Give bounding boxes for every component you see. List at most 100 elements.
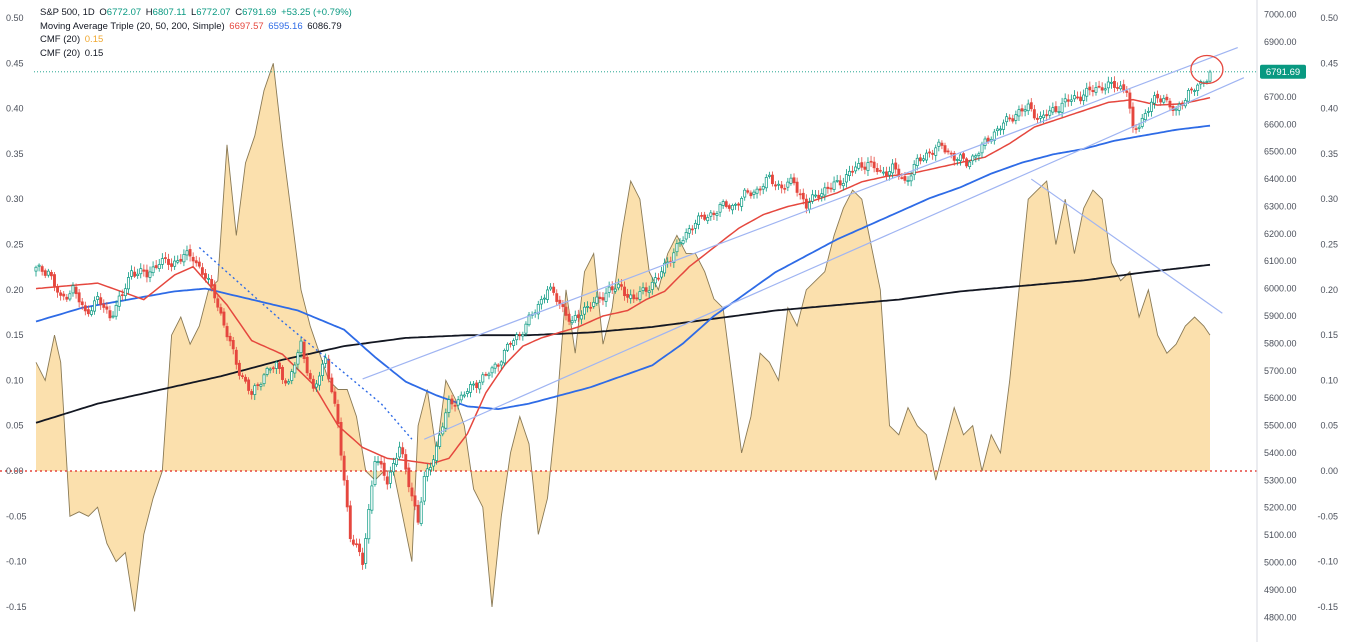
candle-body <box>379 461 383 465</box>
candle-body <box>108 310 112 319</box>
svg-text:6791.69: 6791.69 <box>1266 67 1300 78</box>
candle <box>644 282 648 297</box>
candle-body <box>872 161 876 169</box>
candle-body <box>561 304 565 308</box>
candle <box>1190 86 1193 94</box>
candle <box>647 285 651 299</box>
candle-body <box>937 141 941 147</box>
candle-body <box>786 181 790 188</box>
candle-body <box>191 256 195 262</box>
ma200-value: 6086.79 <box>307 20 342 32</box>
candle-body <box>419 501 423 524</box>
candle <box>650 277 654 295</box>
candle-body <box>179 258 183 262</box>
candle <box>163 252 167 264</box>
candle <box>1131 102 1135 133</box>
candle-body <box>1085 87 1089 97</box>
candle <box>934 144 938 161</box>
candle <box>992 128 996 145</box>
candle <box>586 301 590 313</box>
dotted-trendline[interactable] <box>198 246 413 440</box>
candle <box>521 331 525 341</box>
candle-body <box>515 334 519 341</box>
candle <box>237 360 241 380</box>
candle <box>59 289 63 301</box>
highlight-circle[interactable] <box>1190 54 1224 85</box>
candle <box>1091 84 1095 97</box>
candle-body <box>869 160 873 163</box>
cmf-value-1: 0.15 <box>84 34 104 45</box>
candle-body <box>697 215 700 225</box>
candle-body <box>755 188 759 194</box>
candle <box>462 391 466 399</box>
candle <box>583 302 586 320</box>
candle-body <box>789 177 793 184</box>
candle-body <box>770 174 774 185</box>
candle <box>937 139 941 152</box>
candle-body <box>841 183 845 187</box>
symbol-label[interactable]: S&P 500, 1D <box>40 7 95 18</box>
cmf-indicator-label-2[interactable]: CMF (20) <box>40 47 81 59</box>
candle <box>432 455 435 472</box>
candle <box>398 441 402 460</box>
cmf-left-tick: 0.40 <box>6 104 24 114</box>
candle <box>703 211 707 222</box>
candle <box>740 196 744 212</box>
candle <box>663 258 667 277</box>
candle <box>539 295 543 310</box>
candle <box>786 177 790 192</box>
cmf-indicator-label-1[interactable]: CMF (20) <box>40 34 81 45</box>
candle <box>373 456 377 487</box>
candle-body <box>512 340 516 346</box>
candle <box>102 299 106 313</box>
candle-body <box>253 385 257 395</box>
candle <box>1066 94 1070 107</box>
candle <box>626 288 630 303</box>
candle <box>589 302 593 312</box>
candle <box>1094 82 1098 96</box>
candle <box>173 255 177 270</box>
candle-body <box>660 271 663 278</box>
candle-body <box>154 265 158 268</box>
candle <box>576 309 580 322</box>
cmf-fill <box>36 63 1210 612</box>
candle-body <box>863 166 867 170</box>
candle-body <box>792 177 796 184</box>
channel-lower-line[interactable] <box>424 77 1245 440</box>
candle-body <box>105 306 109 310</box>
candle-body <box>881 171 885 174</box>
candle-body <box>314 383 318 388</box>
candle <box>851 165 855 177</box>
candle <box>610 281 614 295</box>
candle-body <box>453 404 457 407</box>
candle <box>860 157 864 171</box>
candle-body <box>891 163 895 174</box>
candle <box>262 372 266 387</box>
candle-body <box>918 157 922 162</box>
candle <box>724 199 728 209</box>
candle <box>191 252 195 266</box>
falling-trendline[interactable] <box>1030 178 1223 314</box>
candle <box>524 321 528 337</box>
candle-body <box>909 175 913 182</box>
candle <box>1023 105 1027 117</box>
candle <box>995 125 999 136</box>
candle <box>1032 104 1036 121</box>
ma-indicator-label[interactable]: Moving Average Triple (20, 50, 200, Simp… <box>40 20 225 32</box>
candle <box>690 225 694 235</box>
channel-upper-line[interactable] <box>362 47 1238 380</box>
candle-body <box>564 306 568 316</box>
price-tick: 5600.00 <box>1264 393 1297 403</box>
candle <box>604 287 608 307</box>
candle-body <box>265 368 269 375</box>
candle <box>1109 77 1113 89</box>
candle-body <box>1186 89 1190 102</box>
candle <box>219 303 223 316</box>
candle <box>767 171 771 179</box>
candle-body <box>71 285 75 294</box>
cmf-right-tick: 0.50 <box>1320 13 1338 23</box>
candle-body <box>854 166 858 172</box>
candle <box>897 164 901 180</box>
candle <box>1143 109 1147 123</box>
